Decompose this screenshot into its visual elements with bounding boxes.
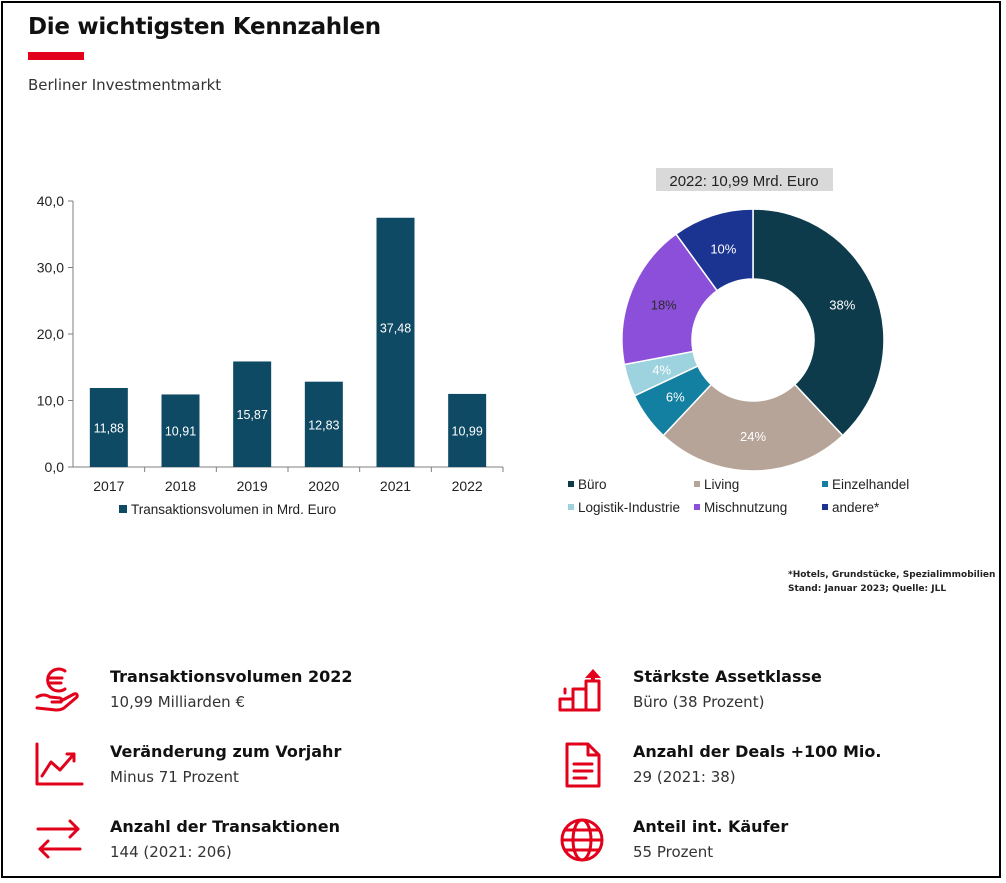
kpi-title: Veränderung zum Vorjahr xyxy=(110,742,342,761)
charts-canvas: 0,0 10,0 20,0 30,0 40,0 11,88 2017 10,91 2018 15,… xyxy=(37,168,909,517)
globe-icon xyxy=(560,818,604,862)
bar xyxy=(89,387,128,467)
donut-slice-label: 24% xyxy=(740,429,766,444)
donut-legend-swatch xyxy=(822,481,828,487)
bar-x-tick-label: 2018 xyxy=(165,478,196,494)
stairs-arrow-icon xyxy=(558,669,601,712)
bar xyxy=(233,361,272,467)
footnote-line-2: Stand: Januar 2023; Quelle: JLL xyxy=(788,584,947,594)
donut-title: 2022: 10,99 Mrd. Euro xyxy=(669,173,818,190)
footnote-line-1: *Hotels, Grundstücke, Spezialimmobilien xyxy=(788,570,996,580)
kpi-title: Anzahl der Transaktionen xyxy=(110,817,341,836)
donut-legend-swatch xyxy=(694,481,700,487)
donut-legend-label: Mischnutzung xyxy=(704,500,787,515)
title-accent-bar xyxy=(28,52,84,60)
bar-value-label: 10,91 xyxy=(165,425,196,439)
kpi-value: 144 (2021: 206) xyxy=(110,843,232,861)
donut-legend-swatch xyxy=(568,481,574,487)
bar-y-tick-label: 40,0 xyxy=(37,193,64,209)
donut-legend-label: Logistik-Industrie xyxy=(578,500,680,515)
bar-x-tick-label: 2022 xyxy=(452,478,483,494)
donut-title-box xyxy=(656,168,833,191)
bar-x-tick-label: 2019 xyxy=(237,478,268,494)
donut-legend-swatch xyxy=(694,504,700,510)
document-icon xyxy=(565,742,601,788)
donut-slice-label: 38% xyxy=(829,298,855,313)
kpi-value: Minus 71 Prozent xyxy=(110,768,239,786)
kpi-title: Stärkste Assetklasse xyxy=(633,667,822,686)
bar-y-tick-label: 10,0 xyxy=(37,393,64,409)
donut-slice xyxy=(752,208,885,437)
bar xyxy=(376,217,415,467)
page-subtitle: Berliner Investmentmarkt xyxy=(28,76,222,94)
donut-slice-label: 4% xyxy=(652,363,671,378)
kpi-value: Büro (38 Prozent) xyxy=(633,693,765,711)
donut-legend-label: Living xyxy=(704,477,739,492)
bar-x-tick-label: 2020 xyxy=(308,478,339,494)
exchange-arrows-icon xyxy=(36,819,82,859)
euro-hand-icon xyxy=(35,667,79,712)
bar-value-label: 10,99 xyxy=(452,424,483,438)
bar-x-tick-label: 2021 xyxy=(380,478,411,494)
kpi-value: 55 Prozent xyxy=(633,843,714,861)
donut-slice-label: 6% xyxy=(666,389,685,404)
donut-legend-label: Einzelhandel xyxy=(832,477,909,492)
donut-legend-swatch xyxy=(568,504,574,510)
donut-slice xyxy=(662,383,844,472)
kpi-title: Anzahl der Deals +100 Mio. xyxy=(633,742,882,761)
footnote: *Hotels, Grundstücke, Spezialimmobilien … xyxy=(788,568,995,596)
bar-x-tick-label: 2017 xyxy=(93,478,124,494)
page-title: Die wichtigsten Kennzahlen xyxy=(28,14,381,40)
kpi-title: Anteil int. Käufer xyxy=(633,817,789,836)
donut-slice xyxy=(621,232,719,366)
bar-value-label: 12,83 xyxy=(308,418,339,432)
bar-y-tick-label: 30,0 xyxy=(37,260,64,276)
donut-legend-label: andere* xyxy=(832,500,880,515)
bar-value-label: 37,48 xyxy=(380,321,411,335)
kpi-title: Transaktionsvolumen 2022 xyxy=(110,667,353,686)
donut-legend-swatch xyxy=(822,504,828,510)
bar xyxy=(448,393,487,467)
donut-slice-label: 10% xyxy=(710,242,736,257)
donut-slice-label: 18% xyxy=(651,298,677,313)
trend-chart-icon xyxy=(35,742,84,786)
kpi-value: 29 (2021: 38) xyxy=(633,768,736,786)
bar-y-tick-label: 0,0 xyxy=(45,459,65,475)
donut-slice xyxy=(674,208,754,292)
bar xyxy=(161,394,200,467)
bar xyxy=(304,381,343,467)
bar-value-label: 15,87 xyxy=(237,408,268,422)
kpi-value: 10,99 Milliarden € xyxy=(110,693,245,711)
bar-value-label: 11,88 xyxy=(94,421,124,435)
donut-legend-label: Büro xyxy=(578,477,607,492)
bar-y-tick-label: 20,0 xyxy=(37,326,64,342)
bar-legend-swatch xyxy=(119,505,127,513)
bar-legend-label: Transaktionsvolumen in Mrd. Euro xyxy=(131,502,336,517)
